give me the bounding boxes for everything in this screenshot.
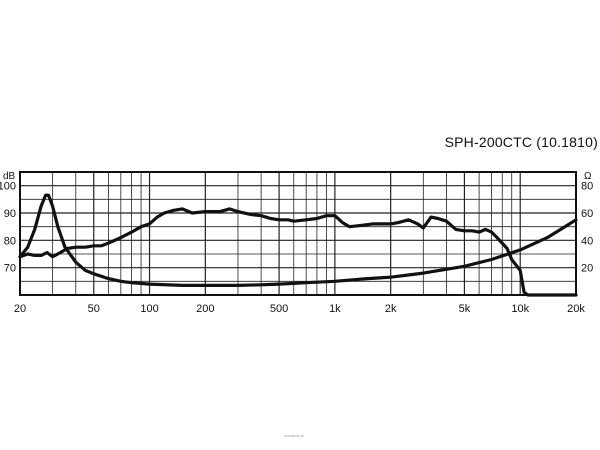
x-tick-label: 5k: [459, 303, 471, 315]
y-right-unit-label: Ω: [584, 171, 592, 182]
y-left-tick-label: 90: [4, 208, 16, 220]
x-tick-label: 20: [14, 303, 26, 315]
y-right-tick-label: 40: [581, 235, 593, 247]
x-tick-label: 2k: [385, 303, 397, 315]
y-right-tick-label: 20: [581, 263, 593, 275]
y-left-unit-label: dB: [3, 171, 16, 182]
impedance-series-line: [18, 193, 578, 287]
x-tick-label: 100: [140, 303, 158, 315]
y-right-tick-label: 80: [581, 181, 593, 193]
x-tick-label: 20k: [567, 303, 585, 315]
y-left-tick-label: 70: [4, 263, 16, 275]
series-layer: [18, 193, 578, 297]
spl-series-line: [18, 207, 578, 297]
chart-title: SPH-200CTC (10.1810): [444, 134, 598, 150]
x-tick-label: 200: [196, 303, 214, 315]
y-left-tick-label: 100: [0, 181, 16, 193]
y-right-tick-label: 60: [581, 208, 593, 220]
x-tick-label: 50: [88, 303, 100, 315]
tick-labels: 20 50 100 200 500 1k 2k 5k 10k 20k 70 80 90 100 20 40 60…: [0, 171, 593, 315]
grid: [19, 172, 577, 295]
watermark: monacor.pl: [284, 433, 304, 438]
x-tick-label: 500: [270, 303, 288, 315]
x-tick-label: 1k: [329, 303, 341, 315]
plot-frame: [19, 171, 577, 296]
y-left-tick-label: 80: [4, 235, 16, 247]
x-tick-label: 10k: [511, 303, 529, 315]
